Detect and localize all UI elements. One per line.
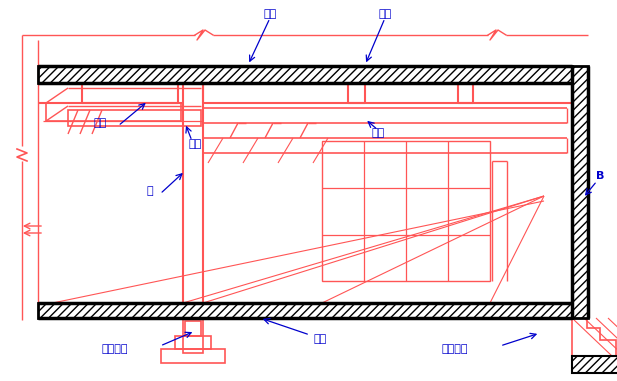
Bar: [175, 336, 211, 349]
Text: 次梁: 次梁: [371, 128, 384, 138]
Text: 楼板: 楼板: [378, 9, 392, 19]
Text: 主梁: 主梁: [188, 139, 202, 149]
Text: B: B: [596, 171, 604, 181]
Text: 次梁: 次梁: [93, 118, 107, 128]
Bar: [161, 349, 225, 363]
Bar: [185, 321, 201, 336]
Bar: [38, 66, 572, 83]
Text: 主梁: 主梁: [263, 9, 276, 19]
Text: 地面: 地面: [313, 334, 326, 344]
Bar: [183, 83, 203, 303]
Bar: [322, 141, 490, 281]
Bar: [183, 318, 203, 353]
Bar: [572, 66, 588, 318]
Text: 柱: 柱: [147, 186, 153, 196]
Text: 独立基础: 独立基础: [102, 344, 128, 354]
Bar: [38, 303, 572, 318]
Text: 条形基础: 条形基础: [442, 344, 468, 354]
Bar: [572, 356, 617, 373]
